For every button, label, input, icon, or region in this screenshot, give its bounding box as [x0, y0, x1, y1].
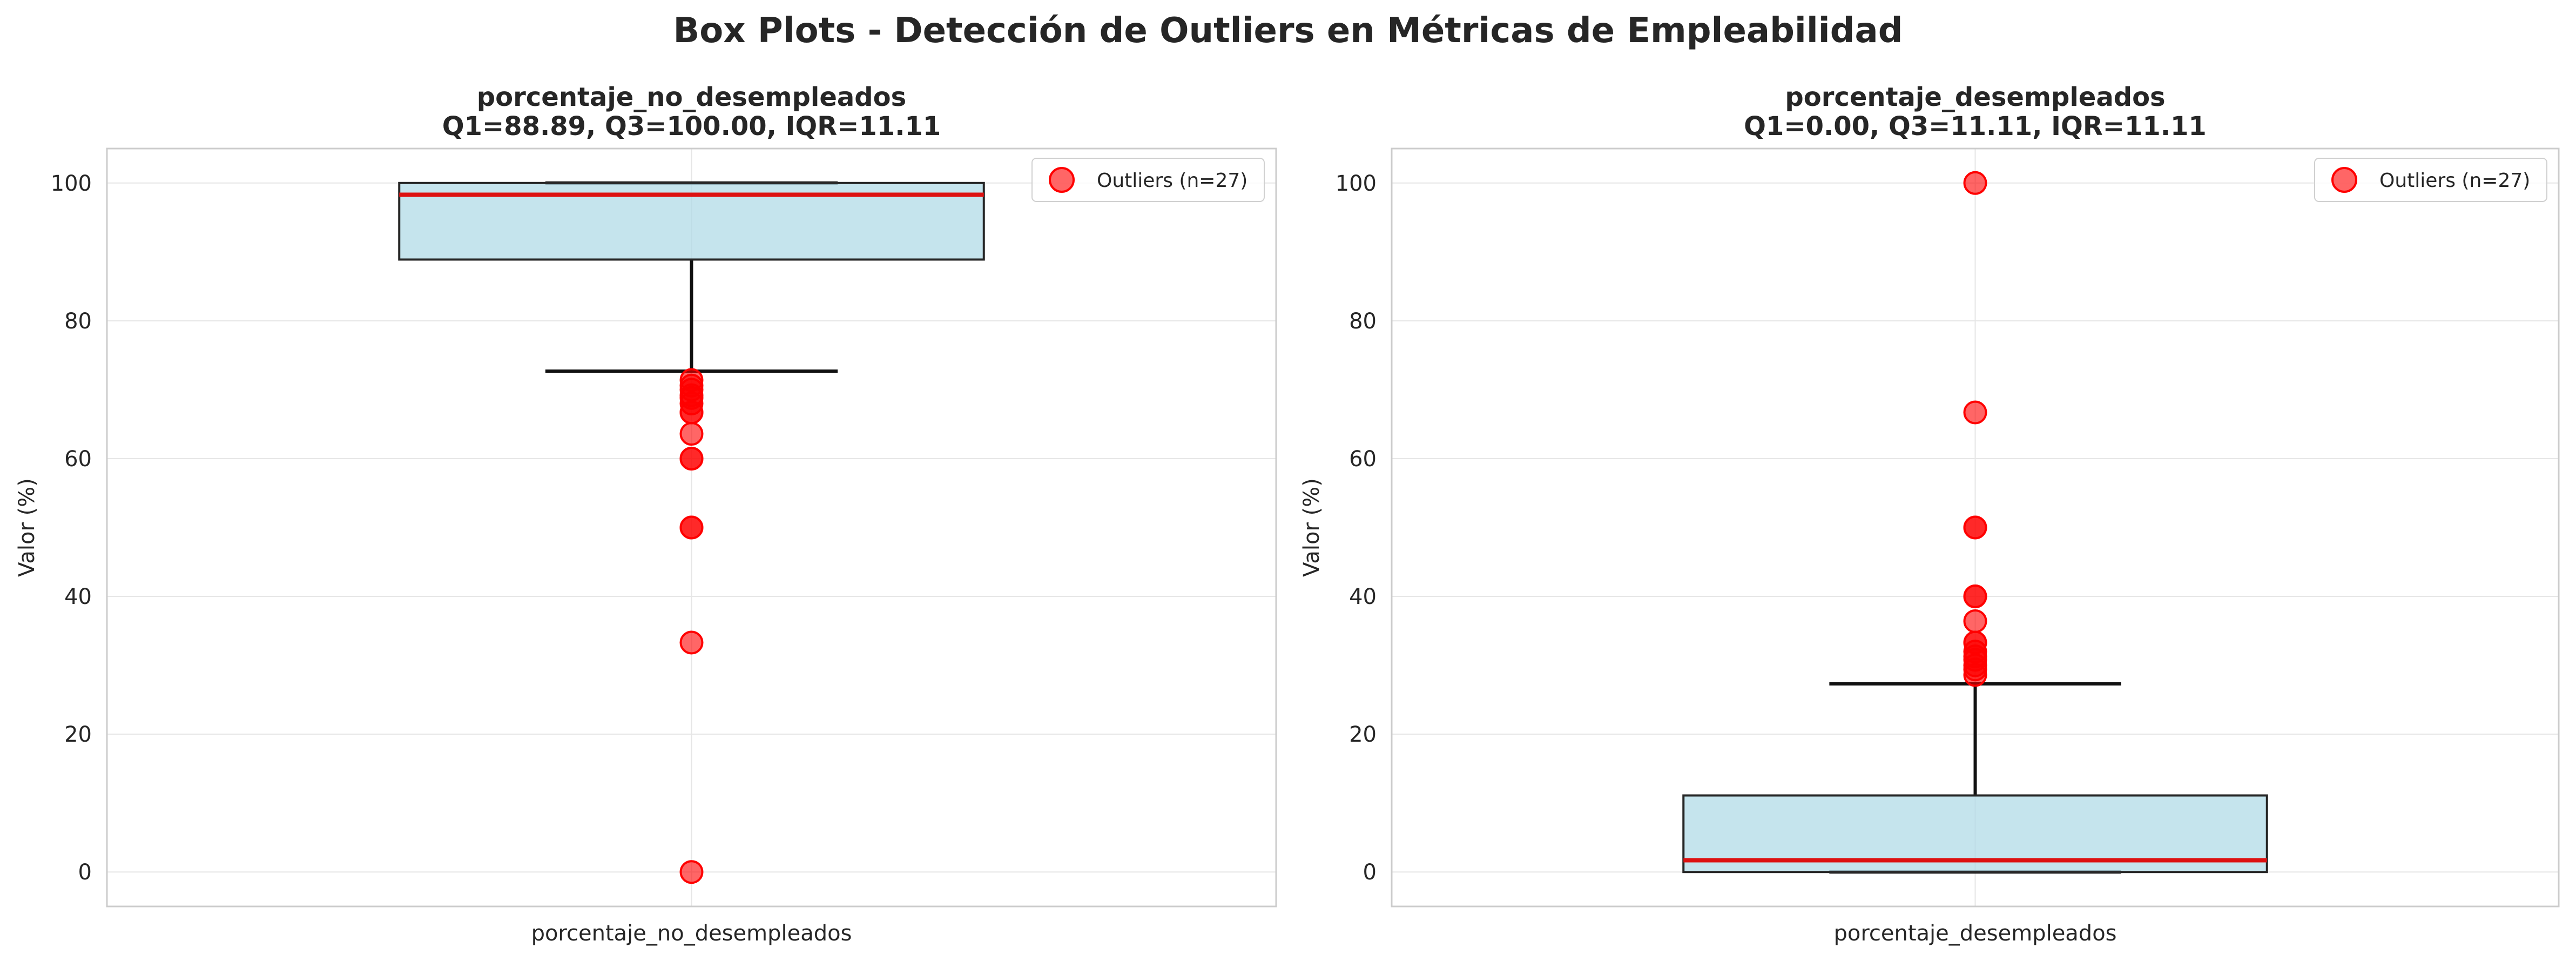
y-tick-label: 40: [64, 584, 92, 609]
y-tick-label: 0: [78, 860, 92, 885]
plot-frame: [1391, 147, 2560, 908]
y-tick-label: 80: [64, 309, 92, 334]
y-tick-label: 100: [1336, 171, 1377, 196]
legend-label: Outliers (n=27): [1097, 170, 1247, 192]
outlier-point: [679, 630, 704, 655]
chart-subtitle: Q1=88.89, Q3=100.00, IQR=11.11: [442, 111, 941, 142]
outlier-point: [1963, 609, 1987, 633]
legend-box: [1031, 158, 1265, 202]
legend-marker: [1049, 167, 1075, 193]
outlier-point: [679, 860, 704, 884]
outlier-point: [1963, 515, 1987, 540]
legend: Outliers (n=27): [2314, 158, 2547, 202]
chart-title: porcentaje_no_desempleados: [477, 82, 906, 112]
plot-frame: [106, 147, 1277, 908]
legend: Outliers (n=27): [1031, 158, 1265, 202]
y-axis-label: Valor (%): [1299, 478, 1324, 577]
legend-label: Outliers (n=27): [2379, 170, 2530, 192]
y-tick-label: 40: [1349, 584, 1377, 609]
x-tick-label: porcentaje_no_desempleados: [531, 921, 852, 946]
legend-marker: [2331, 167, 2357, 193]
outlier-point: [679, 446, 704, 471]
y-axis-label: Valor (%): [15, 478, 39, 577]
outlier-point: [1963, 171, 1987, 195]
y-tick-label: 60: [64, 447, 92, 472]
y-tick-label: 0: [1363, 860, 1377, 885]
outlier-point: [1963, 400, 1987, 425]
y-tick-label: 100: [51, 171, 92, 196]
figure-title: Box Plots - Detección de Outliers en Mét…: [673, 11, 1903, 51]
chart-panel-1: 0 20 40 60 80 100 Valor (%) porcentaje_no_desem…: [15, 82, 1277, 946]
charts: 0 20 40 60 80 100 Valor (%) porcentaje_no_desem…: [15, 82, 2560, 946]
legend-box: [2314, 158, 2547, 202]
y-tick-label: 20: [64, 722, 92, 747]
chart-subtitle: Q1=0.00, Q3=11.11, IQR=11.11: [1744, 111, 2207, 142]
outlier-point: [679, 422, 704, 446]
outlier-point: [679, 400, 704, 425]
y-tick-label: 20: [1349, 722, 1377, 747]
outlier-point: [1963, 663, 1987, 687]
chart-panel-2: 0 20 40 60 80 100 Valor (%) porcentaje_desemple…: [1299, 82, 2560, 946]
chart-title: porcentaje_desempleados: [1785, 82, 2165, 112]
x-tick-label: porcentaje_desempleados: [1833, 921, 2116, 946]
y-tick-label: 60: [1349, 447, 1377, 472]
outlier-point: [679, 515, 704, 540]
y-tick-label: 80: [1349, 309, 1377, 334]
outlier-point: [1963, 584, 1987, 609]
